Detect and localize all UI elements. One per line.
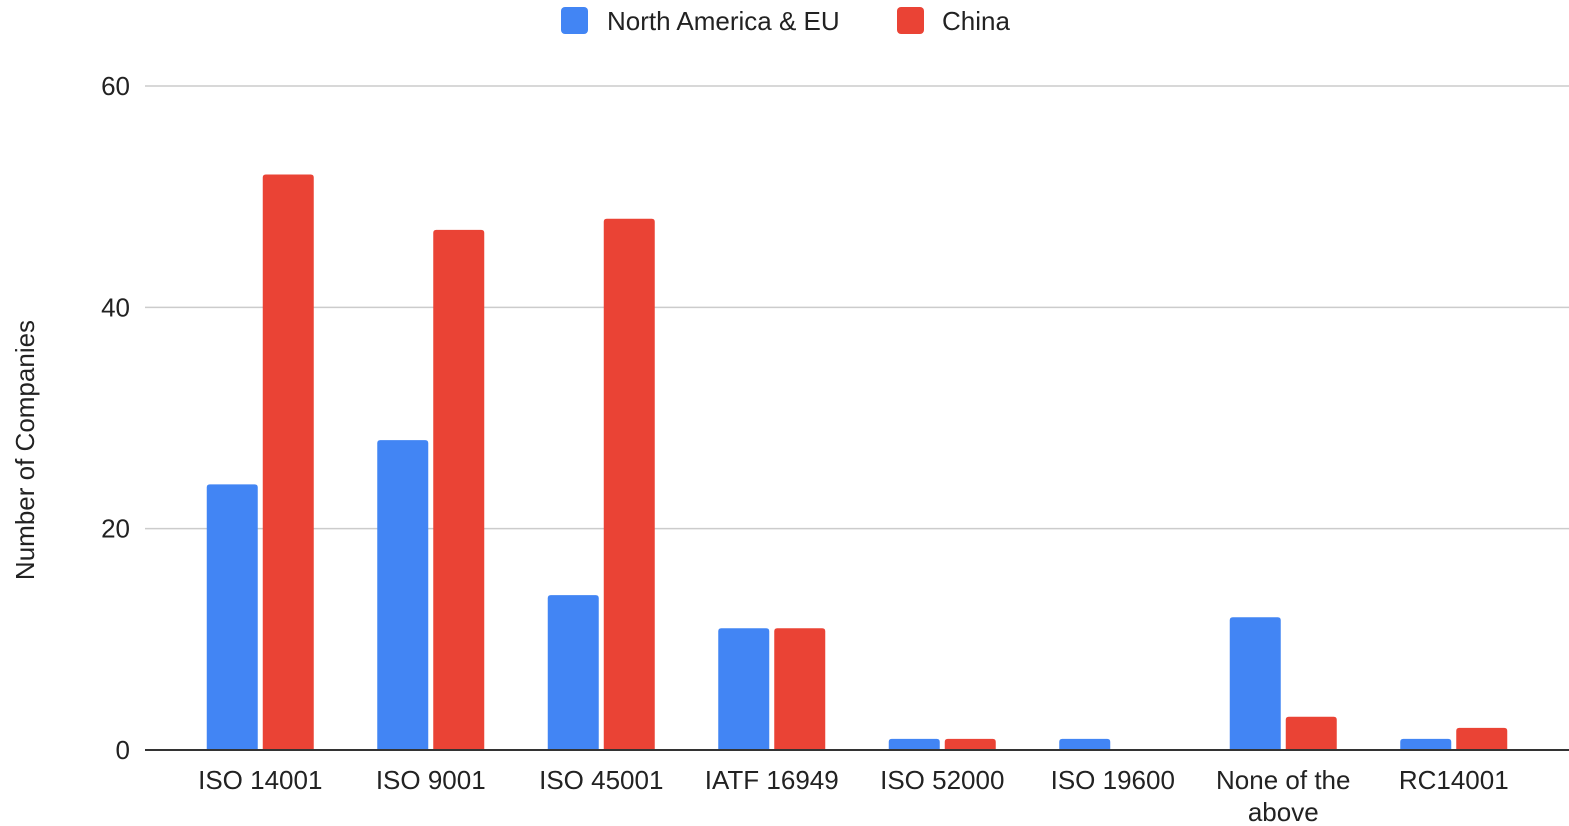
bar-china-iso-9001 <box>433 229 485 750</box>
x-tick-label-iso-45001: ISO 45001 <box>539 765 663 795</box>
bar-china-none-of-the-above <box>1285 716 1337 750</box>
bar-north-america-eu-iso-9001 <box>377 440 429 750</box>
bar-china-iso-45001 <box>603 218 655 751</box>
x-tick-label-iso-14001: ISO 14001 <box>198 765 322 795</box>
y-tick-label-20: 20 <box>101 514 130 544</box>
bars <box>206 174 1508 751</box>
legend-swatch-china <box>897 7 924 34</box>
x-axis-category-labels: ISO 14001 ISO 9001 ISO 45001 IATF 16949 ISO … <box>198 765 1509 826</box>
x-tick-label-iatf-16949: IATF 16949 <box>705 765 839 795</box>
legend: North America & EU China <box>561 6 1010 36</box>
x-tick-label-iso-19600: ISO 19600 <box>1051 765 1175 795</box>
y-axis-tick-labels: 0 20 40 60 <box>101 71 130 765</box>
bar-china-iso-14001 <box>262 174 314 751</box>
legend-label-north-america-eu: North America & EU <box>607 6 840 36</box>
bar-north-america-eu-none-of-the-above <box>1229 617 1281 750</box>
y-tick-label-40: 40 <box>101 292 130 322</box>
x-tick-label-rc14001: RC14001 <box>1399 765 1509 795</box>
bar-north-america-eu-iso-52000 <box>888 738 940 750</box>
x-tick-label-iso-52000: ISO 52000 <box>880 765 1004 795</box>
bar-china-iatf-16949 <box>774 628 826 750</box>
bar-north-america-eu-iso-19600 <box>1059 738 1111 750</box>
y-tick-label-0: 0 <box>116 735 130 765</box>
y-tick-label-60: 60 <box>101 71 130 101</box>
bar-north-america-eu-iatf-16949 <box>718 628 770 750</box>
legend-swatch-north-america-eu <box>561 7 588 34</box>
y-axis-title: Number of Companies <box>10 320 40 580</box>
bar-china-rc14001 <box>1456 727 1508 750</box>
bar-north-america-eu-rc14001 <box>1400 738 1452 750</box>
gridlines <box>145 85 1569 530</box>
legend-label-china: China <box>942 6 1010 36</box>
bar-north-america-eu-iso-45001 <box>547 595 599 750</box>
bar-north-america-eu-iso-14001 <box>206 484 258 750</box>
x-tick-label-none-of-the-above: None of the above <box>1216 765 1350 826</box>
x-tick-label-iso-9001: ISO 9001 <box>376 765 486 795</box>
bar-china-iso-52000 <box>944 738 996 750</box>
